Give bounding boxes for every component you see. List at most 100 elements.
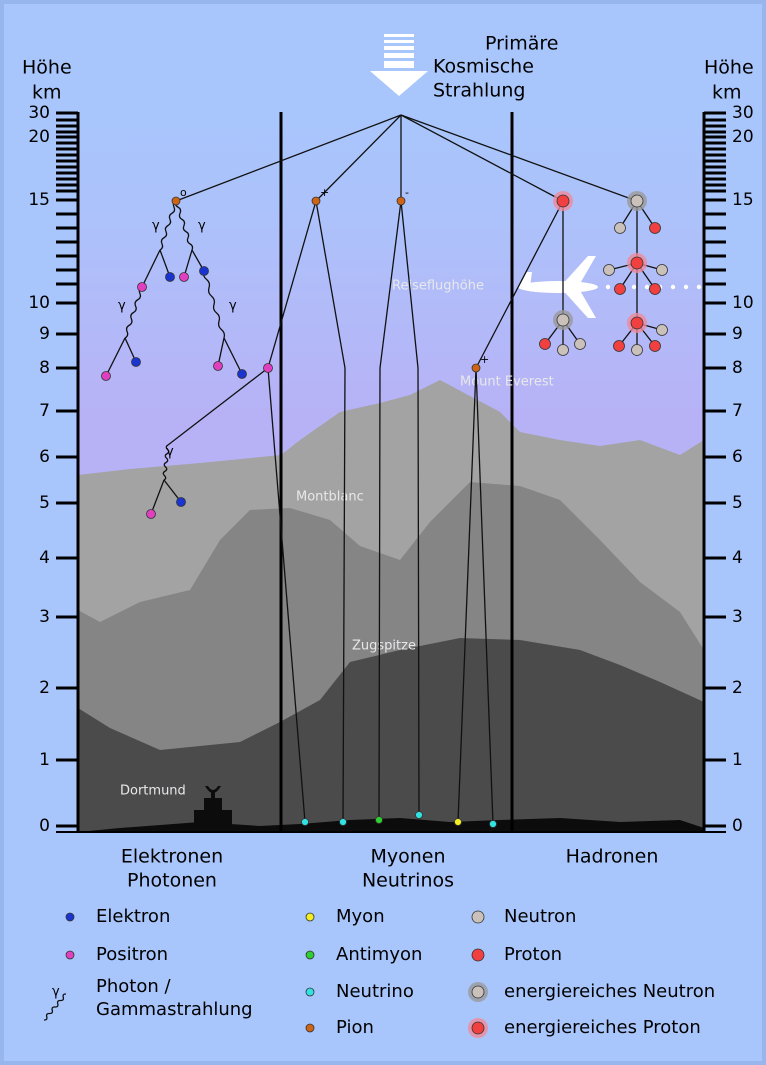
charge-label: o (180, 186, 187, 199)
particle (147, 510, 156, 519)
particle (472, 911, 484, 923)
photon-symbol: γ (152, 219, 160, 234)
legend-label: Photon / (96, 976, 171, 997)
place-label: Montblanc (296, 490, 364, 505)
column-header: Elektronen (121, 846, 223, 868)
axis-label: km (32, 82, 62, 104)
legend-label: Antimyon (336, 944, 422, 965)
particle (472, 1022, 484, 1034)
title: Primäre (485, 33, 558, 55)
photon-symbol: γ (118, 299, 126, 314)
particle (604, 265, 615, 276)
particle (138, 283, 147, 292)
particle (472, 364, 480, 372)
place-label: Reiseflughöhe (392, 279, 484, 294)
particle (650, 223, 661, 234)
particle (631, 257, 643, 269)
particle (657, 325, 668, 336)
legend-label: energiereiches Neutron (504, 981, 715, 1002)
tick-label: 15 (28, 190, 50, 210)
legend-label: Positron (96, 944, 168, 965)
tick-label: 10 (28, 293, 50, 313)
particle (557, 195, 569, 207)
tick-label: 3 (732, 607, 743, 627)
tick-label: 6 (732, 447, 743, 467)
axis-label: Höhe (22, 57, 72, 79)
legend-label: Elektron (96, 906, 170, 927)
trail (632, 285, 636, 289)
particle (540, 339, 551, 350)
legend-label: Neutron (504, 906, 576, 927)
tick-label: 5 (732, 493, 743, 513)
trail (606, 285, 610, 289)
tick-label: 2 (39, 678, 50, 698)
particle (632, 345, 643, 356)
legend-label: Myon (336, 906, 385, 927)
particle (200, 267, 209, 276)
photon-symbol: γ (229, 299, 237, 314)
particle (557, 314, 569, 326)
particle (306, 988, 314, 996)
particle (102, 372, 111, 381)
particle (177, 498, 186, 507)
particle (172, 197, 180, 205)
particle (376, 817, 383, 824)
particle (631, 195, 643, 207)
charge-label: + (480, 353, 489, 366)
particle (214, 362, 223, 371)
particle (306, 913, 314, 921)
trail (684, 285, 688, 289)
particle (180, 273, 189, 282)
trail (697, 285, 701, 289)
legend-label: energiereiches Proton (504, 1017, 701, 1038)
tick-label: 4 (732, 548, 743, 568)
particle (631, 317, 643, 329)
particle (397, 197, 405, 205)
particle (614, 341, 625, 352)
tick-label: 8 (732, 358, 743, 378)
legend-label: Gammastrahlung (96, 999, 253, 1020)
tick-label: 20 (732, 127, 754, 147)
place-label: Mount Everest (460, 375, 554, 390)
particle (416, 812, 423, 819)
tick-label: 30 (732, 103, 754, 123)
tick-label: 1 (39, 750, 50, 770)
tick-label: 8 (39, 358, 50, 378)
particle (66, 951, 74, 959)
particle (306, 1024, 314, 1032)
column-header: Photonen (127, 870, 217, 892)
particle (657, 265, 668, 276)
column-header: Neutrinos (362, 870, 454, 892)
tick-label: 0 (732, 816, 743, 836)
tick-label: 1 (732, 750, 743, 770)
particle (340, 819, 347, 826)
tick-label: 0 (39, 816, 50, 836)
particle (575, 339, 586, 350)
axis-label: Höhe (704, 57, 754, 79)
particle (455, 819, 462, 826)
place-label: Zugspitze (352, 639, 416, 654)
particle (558, 345, 569, 356)
tick-label: 3 (39, 607, 50, 627)
particle (66, 913, 74, 921)
photon-symbol: γ (198, 219, 206, 234)
place-label: Dortmund (120, 784, 186, 799)
particle (306, 951, 314, 959)
tick-label: 5 (39, 493, 50, 513)
tick-label: 30 (28, 103, 50, 123)
tick-label: 4 (39, 548, 50, 568)
particle (132, 358, 141, 367)
particle (238, 370, 247, 379)
particle (472, 949, 484, 961)
particle (166, 273, 175, 282)
tick-label: 7 (39, 401, 50, 421)
tick-label: 9 (732, 324, 743, 344)
axis-label: km (712, 82, 742, 104)
particle (472, 986, 484, 998)
trail (671, 285, 675, 289)
tick-label: 20 (28, 127, 50, 147)
particle (615, 284, 626, 295)
particle (650, 284, 661, 295)
tick-label: 15 (732, 190, 754, 210)
legend-label: Pion (336, 1017, 374, 1038)
